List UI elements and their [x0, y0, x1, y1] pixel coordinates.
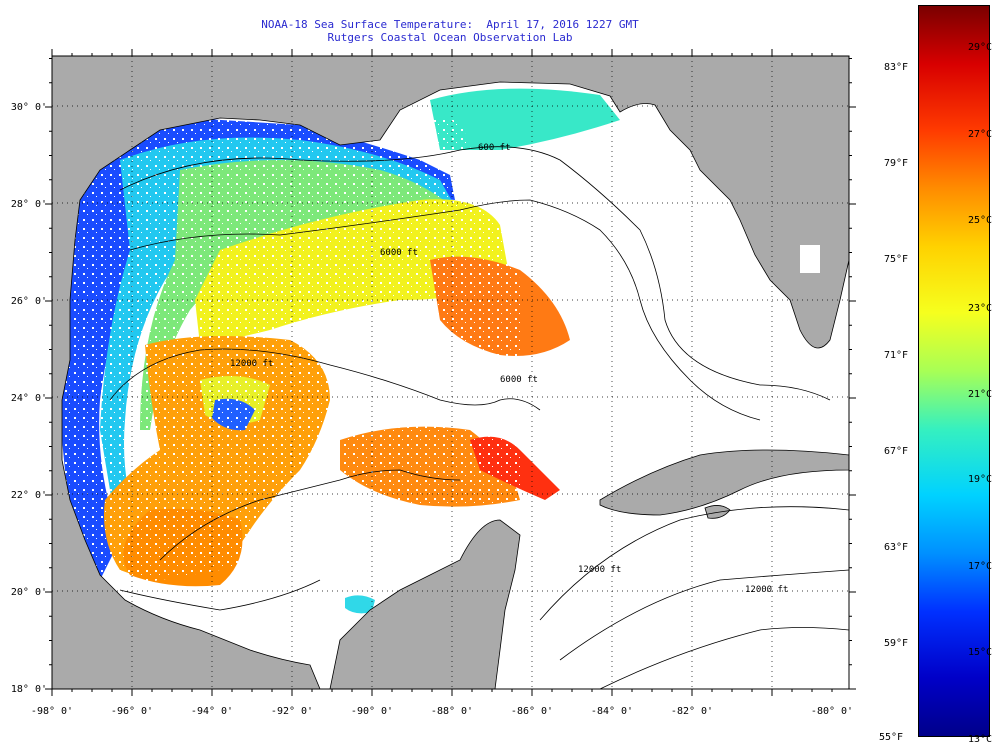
lon-label-86w: -86° 0': [511, 706, 553, 717]
sst-aqua-east: [430, 88, 620, 150]
graticule: [52, 56, 849, 689]
contour-label-12000ft-yucatan: 12000 ft: [578, 565, 621, 575]
map-title: NOAA-18 Sea Surface Temperature: April 1…: [0, 18, 900, 44]
cb-f-79: 79°F: [884, 158, 909, 169]
cb-c-25: 25°C: [968, 215, 993, 226]
map-area: 600 ft 6000 ft 12000 ft 6000 ft 12000 ft…: [52, 56, 849, 689]
contour-south-1: [539, 506, 849, 621]
cb-f-67: 67°F: [884, 446, 909, 457]
cb-f-63: 63°F: [884, 542, 909, 553]
cb-f-71: 71°F: [884, 350, 909, 361]
bathymetry-contours: [109, 146, 849, 689]
contour-label-600ft: 600 ft: [478, 143, 511, 153]
title-line-1: NOAA-18 Sea Surface Temperature: April 1…: [261, 18, 639, 31]
contour-inner: [159, 469, 461, 561]
cb-c-17: 17°C: [968, 561, 993, 572]
colorbar-gradient: [918, 5, 990, 737]
cb-f-83: 83°F: [884, 62, 909, 73]
cb-c-23: 23°C: [968, 303, 993, 314]
lat-label-26n: 26° 0': [11, 296, 47, 307]
lon-label-90w: -90° 0': [351, 706, 393, 717]
cb-f-75: 75°F: [884, 254, 909, 265]
lat-label-24n: 24° 0': [11, 393, 47, 404]
lon-label-94w: -94° 0': [191, 706, 233, 717]
land-cuba: [599, 449, 849, 516]
lon-label-92w: -92° 0': [271, 706, 313, 717]
cb-c-19: 19°C: [968, 474, 993, 485]
temperature-colorbar: 83°F 79°F 75°F 71°F 67°F 63°F 59°F 55°F …: [879, 5, 993, 745]
contour-6000ft: [129, 199, 761, 421]
contour-label-6000ft-east: 6000 ft: [500, 375, 538, 385]
lon-axis-labels: -98° 0' -96° 0' -94° 0' -92° 0' -90° 0' …: [31, 706, 853, 717]
axis-ticks: [45, 49, 856, 696]
contour-12000ft: [109, 348, 541, 411]
lat-label-18n: 18° 0': [11, 684, 47, 695]
cb-f-59: 59°F: [884, 638, 909, 649]
land: [52, 56, 849, 689]
lon-label-80w: -80° 0': [811, 706, 853, 717]
lat-label-20n: 20° 0': [11, 587, 47, 598]
contour-label-6000ft-north: 6000 ft: [380, 248, 418, 258]
contour-label-12000ft-west: 12000 ft: [230, 359, 273, 369]
land-isle-of-youth: [704, 505, 731, 519]
lat-axis-labels: 30° 0' 28° 0' 26° 0' 24° 0' 22° 0' 20° 0…: [11, 102, 47, 695]
lat-label-30n: 30° 0': [11, 102, 47, 113]
sst-cyan-south: [345, 595, 375, 614]
contour-label-12000ft-south: 12000 ft: [745, 585, 788, 595]
land-yucatan: [329, 519, 521, 689]
sst-swath: [60, 88, 620, 614]
map-frame: [51, 55, 850, 690]
lon-label-98w: -98° 0': [31, 706, 73, 717]
contour-600ft: [119, 146, 831, 401]
lat-label-22n: 22° 0': [11, 490, 47, 501]
lake-okeechobee: [800, 245, 820, 273]
lon-label-84w: -84° 0': [591, 706, 633, 717]
sst-noise: [60, 120, 520, 590]
cb-c-29: 29°C: [968, 42, 993, 53]
lon-label-96w: -96° 0': [111, 706, 153, 717]
cb-c-15: 15°C: [968, 647, 993, 658]
contour-south-3: [599, 627, 849, 689]
contour-labels: 600 ft 6000 ft 12000 ft 6000 ft 12000 ft…: [230, 143, 788, 595]
lat-label-28n: 28° 0': [11, 199, 47, 210]
lon-label-82w: -82° 0': [671, 706, 713, 717]
cb-c-27: 27°C: [968, 129, 993, 140]
cb-f-55: 55°F: [879, 732, 904, 743]
contour-south-2: [559, 569, 849, 661]
title-line-2: Rutgers Coastal Ocean Observation Lab: [327, 31, 573, 44]
lon-label-88w: -88° 0': [431, 706, 473, 717]
cb-c-13: 13°C: [968, 734, 993, 745]
cb-c-21: 21°C: [968, 389, 993, 400]
land-north-america: [52, 56, 849, 689]
contour-bay-campeche: [119, 579, 321, 611]
